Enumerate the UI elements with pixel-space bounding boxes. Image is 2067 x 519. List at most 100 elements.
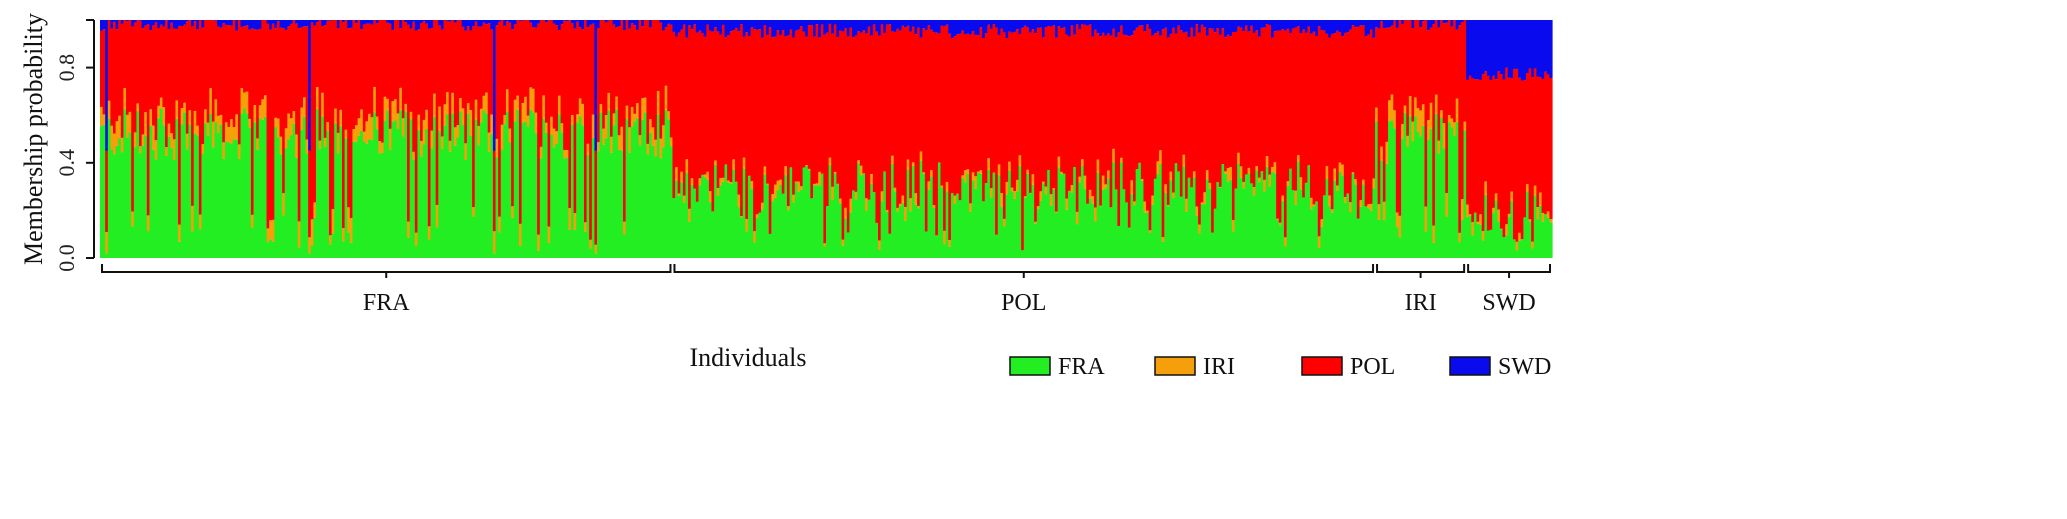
bar-segment-iri	[1471, 222, 1475, 236]
bar-segment-pol	[891, 31, 895, 156]
bar-segment-iri	[563, 150, 567, 159]
bar-segment-fra	[633, 121, 637, 258]
bar-segment-swd	[1148, 20, 1152, 30]
bar-segment-iri	[914, 193, 918, 205]
bar-segment-fra	[1200, 204, 1204, 258]
bar-segment-fra	[1182, 166, 1186, 258]
bar-segment-swd	[271, 20, 275, 24]
bar-segment-iri	[1510, 191, 1514, 202]
bar-segment-fra	[1544, 214, 1548, 258]
bar-segment-pol	[753, 29, 757, 232]
bar-segment-fra	[628, 152, 632, 258]
bar-segment-iri	[373, 86, 377, 113]
bar-segment-fra	[732, 169, 736, 258]
bar-segment-fra	[654, 156, 658, 258]
bar-segment-fra	[1273, 173, 1277, 258]
bar-segment-pol	[360, 29, 364, 110]
bar-segment-fra	[669, 146, 674, 258]
y-tick-label: 0.8	[54, 54, 79, 82]
bar-segment-pol	[297, 28, 301, 222]
bar-segment-pol	[1525, 73, 1530, 185]
bar-segment-fra	[745, 231, 749, 258]
bar-segment-fra	[139, 153, 143, 258]
bar-segment-fra	[443, 125, 447, 258]
bar-segment-pol	[732, 30, 736, 160]
bar-segment-iri	[732, 159, 736, 170]
bar-segment-iri	[180, 108, 184, 125]
bar-segment-swd	[846, 20, 851, 37]
bar-segment-fra	[1135, 169, 1139, 258]
bar-segment-pol	[820, 24, 824, 174]
bar-segment-fra	[852, 190, 856, 258]
bar-segment-swd	[1135, 20, 1139, 28]
bar-segment-swd	[274, 20, 278, 29]
bar-segment-pol	[615, 27, 619, 97]
bar-segment-iri	[1538, 192, 1543, 206]
bar-segment-pol	[1039, 27, 1043, 192]
bar-segment-pol	[1143, 31, 1147, 202]
bar-segment-iri	[321, 92, 325, 117]
bar-segment-iri	[932, 205, 936, 208]
bar-segment-fra	[1408, 116, 1413, 258]
bar-segment-swd	[576, 20, 580, 22]
bar-segment-pol	[396, 20, 400, 114]
bar-segment-iri	[1268, 174, 1272, 187]
bar-segment-swd	[852, 20, 856, 38]
bar-segment-swd	[485, 20, 489, 25]
bar-segment-swd	[370, 20, 374, 25]
bar-segment-iri	[1000, 193, 1004, 208]
bar-segment-fra	[1390, 120, 1394, 258]
bar-segment-swd	[758, 20, 762, 30]
bar-segment-fra	[1533, 195, 1537, 258]
bar-segment-fra	[1336, 190, 1340, 258]
bar-segment-iri	[1484, 181, 1488, 195]
bar-segment-iri	[1299, 177, 1303, 190]
bar-segment-fra	[1041, 183, 1046, 258]
bar-segment-fra	[711, 211, 715, 258]
bar-segment-fra	[222, 158, 226, 258]
bar-segment-swd	[407, 20, 411, 25]
bar-segment-pol	[1372, 37, 1376, 179]
bar-segment-fra	[1026, 173, 1030, 258]
bar-segment-pol	[381, 20, 385, 143]
bar-segment-fra	[1416, 131, 1420, 258]
bar-segment-iri	[198, 214, 203, 230]
bar-segment-fra	[1172, 198, 1176, 258]
bar-segment-swd	[1533, 20, 1537, 69]
bar-segment-iri	[490, 114, 494, 135]
bar-segment-fra	[841, 245, 845, 258]
bar-segment-iri	[347, 207, 351, 233]
bar-segment-fra	[552, 147, 556, 258]
bar-segment-fra	[162, 125, 166, 259]
bar-segment-fra	[917, 208, 921, 258]
bar-segment-pol	[943, 26, 947, 231]
bar-segment-pol	[1161, 29, 1165, 238]
bar-segment-fra	[1231, 231, 1236, 258]
bar-segment-swd	[1546, 20, 1550, 75]
bar-segment-swd	[1458, 20, 1462, 26]
bar-segment-fra	[1354, 184, 1358, 258]
bar-segment-pol	[1187, 37, 1191, 178]
bar-segment-iri	[880, 191, 884, 202]
bar-segment-fra	[347, 232, 351, 258]
bar-segment-pol	[1317, 26, 1322, 237]
bar-segment-fra	[539, 158, 543, 258]
bar-segment-iri	[1081, 159, 1085, 166]
bar-segment-iri	[573, 213, 577, 230]
bar-segment-fra	[979, 173, 983, 258]
bar-segment-pol	[1065, 34, 1069, 199]
bar-segment-iri	[1354, 179, 1358, 185]
bar-segment-fra	[352, 141, 356, 258]
bar-segment-swd	[682, 20, 687, 25]
bar-segment-swd	[1117, 20, 1121, 33]
bar-segment-iri	[1393, 110, 1397, 129]
bar-segment-pol	[802, 31, 806, 168]
bar-segment-swd	[1075, 20, 1080, 25]
bar-segment-fra	[146, 231, 151, 258]
bar-segment-iri	[1401, 123, 1405, 139]
bar-segment-swd	[355, 20, 359, 24]
bar-segment-swd	[1109, 20, 1113, 36]
bar-segment-fra	[1120, 162, 1124, 258]
bar-segment-fra	[1294, 204, 1298, 258]
bar-segment-pol	[849, 27, 853, 199]
